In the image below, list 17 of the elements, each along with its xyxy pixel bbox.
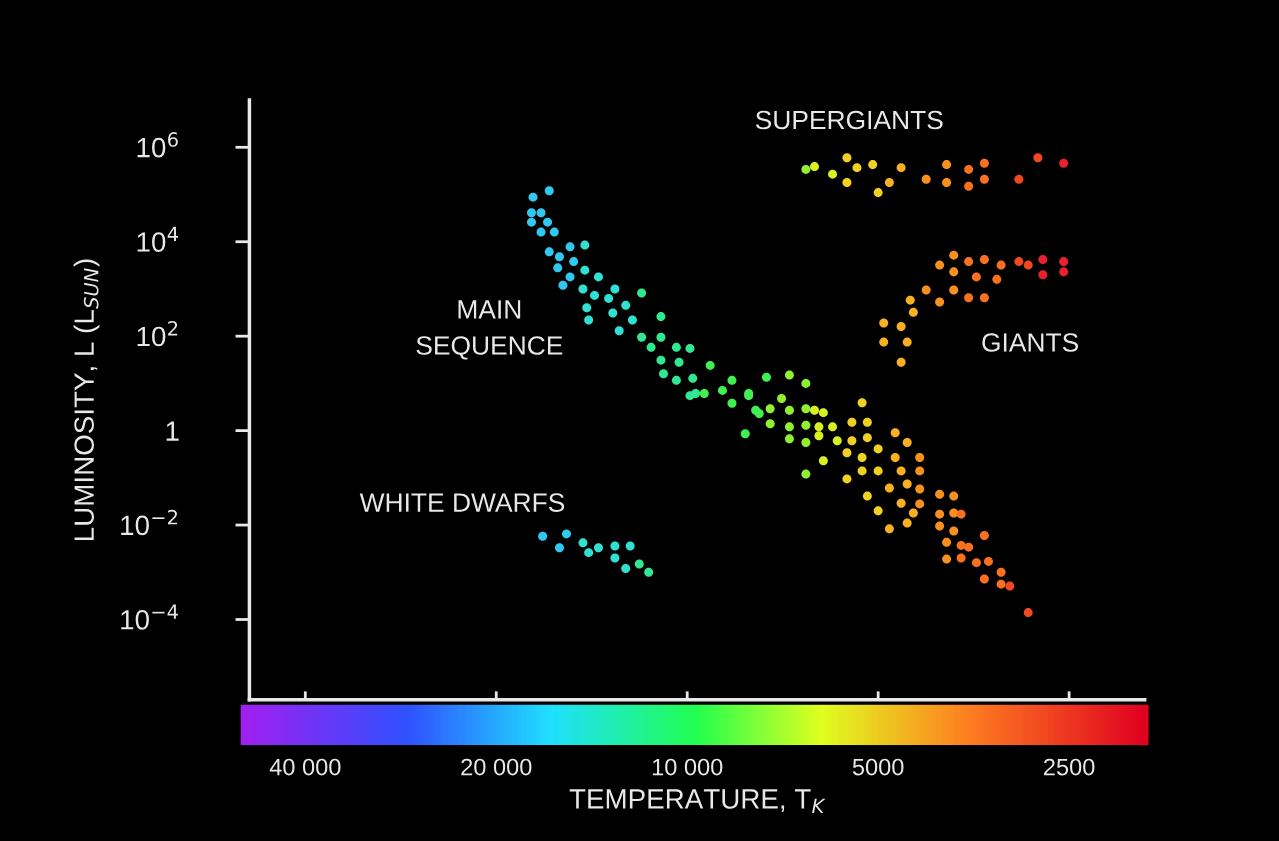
y-tick-label: 10$^{−4}$ xyxy=(121,604,178,630)
x-axis-title: TEMPERATURE, T$_{K}$ xyxy=(569,789,826,814)
annotation: MAIN SEQUENCE xyxy=(416,300,563,360)
annotation: WHITE DWARFS xyxy=(359,493,565,512)
x-tick-label: 20 000 xyxy=(461,758,532,776)
y-tick-label: 10$^{2}$ xyxy=(137,320,178,347)
y-tick-label: 1 xyxy=(166,421,179,441)
y-tick-label: 10$^{−2}$ xyxy=(121,509,178,536)
y-tick-label: 10$^{4}$ xyxy=(137,226,178,252)
x-tick-label: 10 000 xyxy=(652,758,723,776)
x-tick-label: 2500 xyxy=(1044,758,1095,776)
annotation: GIANTS xyxy=(982,333,1079,352)
x-tick-label: 40 000 xyxy=(269,758,341,776)
annotation: SUPERGIANTS xyxy=(755,110,943,130)
y-axis-title: LUMINOSITY, L (L$_{SUN}$) xyxy=(73,259,100,540)
y-tick-label: 10$^{6}$ xyxy=(137,132,178,158)
x-tick-label: 5000 xyxy=(852,758,904,776)
